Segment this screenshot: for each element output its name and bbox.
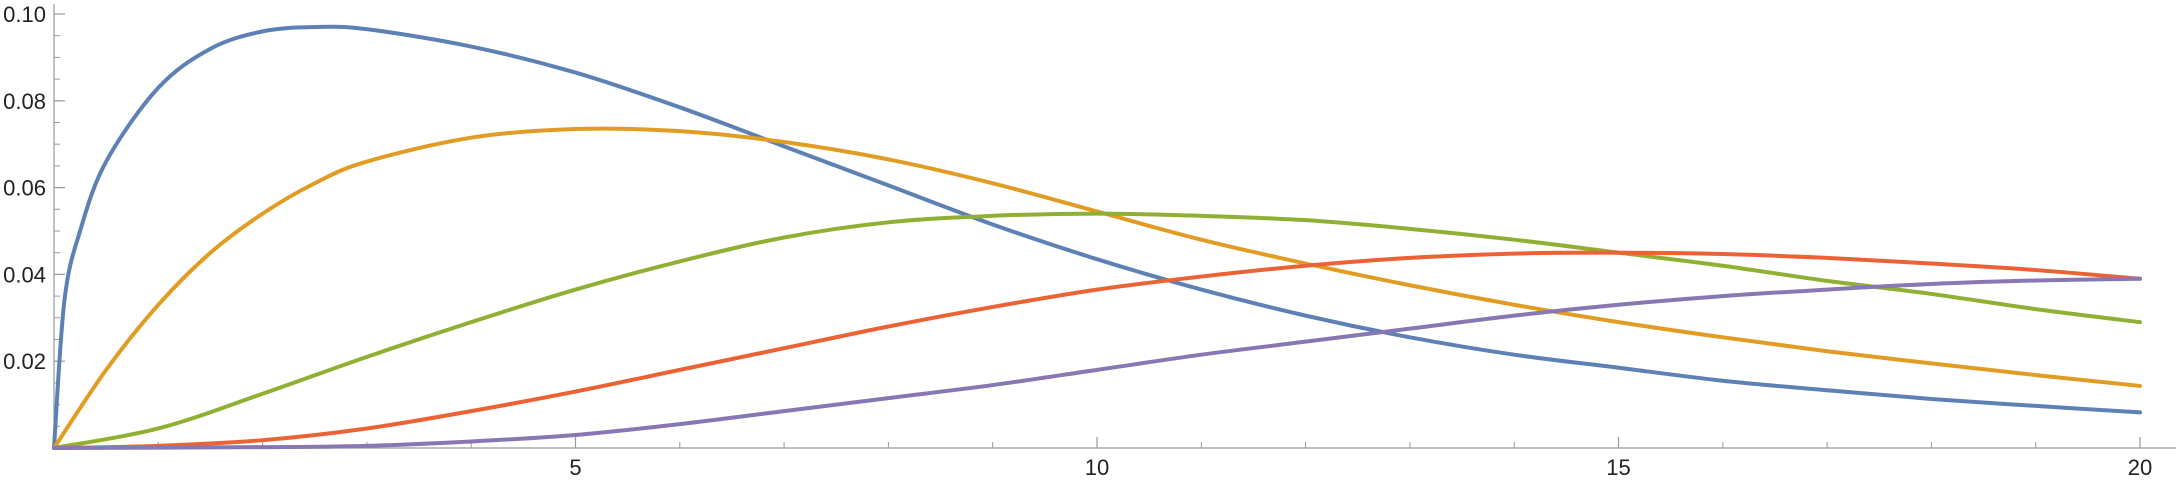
series-group <box>52 24 2142 450</box>
x-tick-label: 15 <box>1606 455 1630 480</box>
y-tick-label: 0.02 <box>3 349 46 374</box>
tick-labels: 5 10 15 20 0.02 0.04 0.06 0.08 0.10 <box>3 2 2152 480</box>
axes <box>53 4 2176 449</box>
y-tick-label: 0.04 <box>3 262 46 287</box>
series-line-1 <box>52 24 2142 450</box>
series-line-3 <box>52 211 2142 450</box>
series-line-4 <box>52 250 2142 450</box>
y-tick-label: 0.06 <box>3 176 46 201</box>
y-tick-label: 0.08 <box>3 89 46 114</box>
x-tick-label: 10 <box>1085 455 1109 480</box>
series-line-5 <box>52 276 2142 450</box>
series-line-2 <box>52 126 2142 450</box>
x-tick-label: 5 <box>569 455 581 480</box>
y-tick-label: 0.10 <box>3 2 46 27</box>
x-tick-label: 20 <box>2128 455 2152 480</box>
